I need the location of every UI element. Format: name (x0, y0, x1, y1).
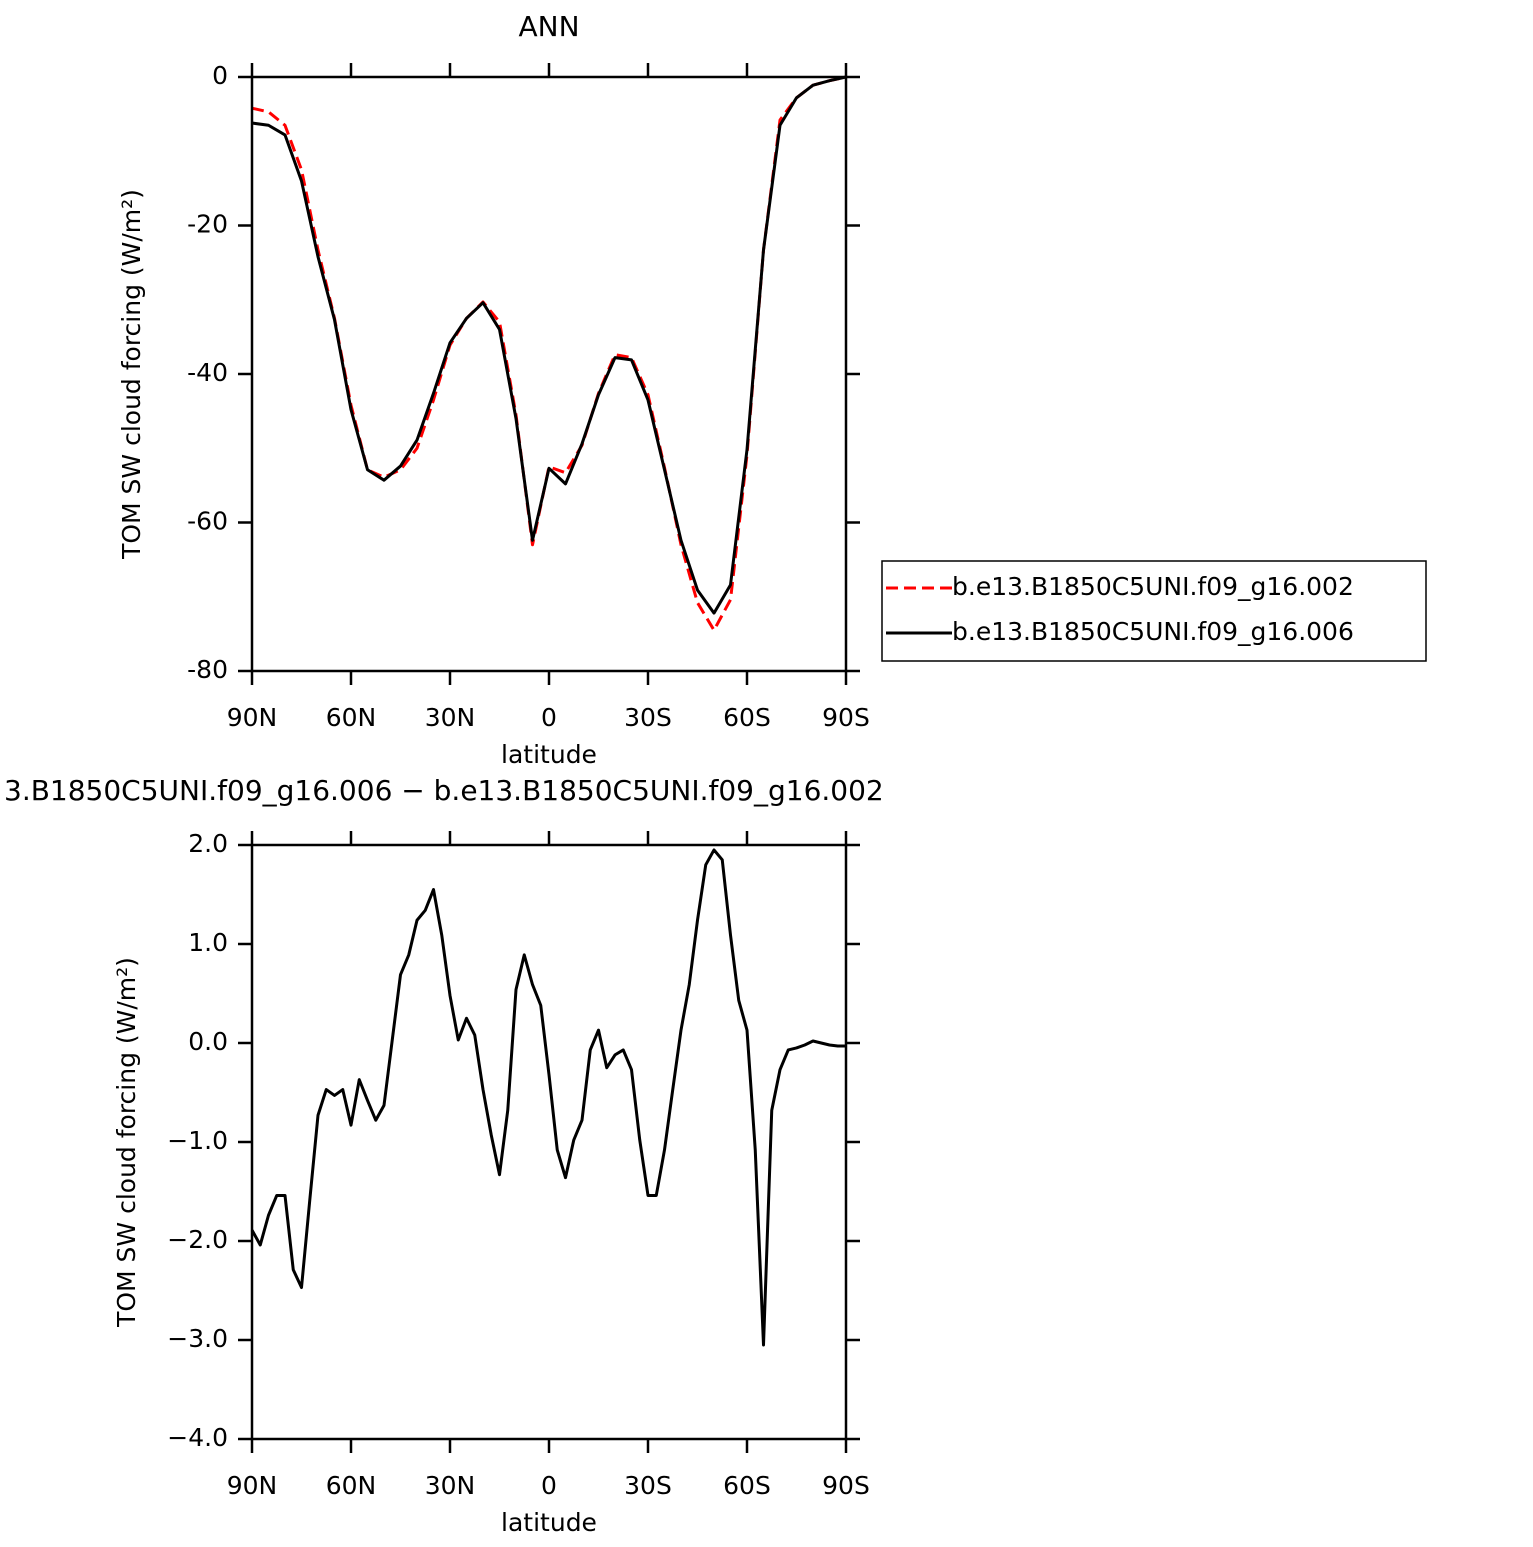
x-tick-label: 90N (227, 1471, 278, 1500)
y-tick-label: 0.0 (188, 1027, 228, 1056)
plot-frame (250, 843, 848, 1441)
x-axis-label: latitude (501, 740, 597, 769)
y-tick-label: -20 (187, 210, 228, 239)
y-tick-label: 2.0 (188, 829, 228, 858)
x-tick-label: 90S (822, 703, 870, 732)
y-tick-label: 1.0 (188, 928, 228, 957)
x-tick-label: 30N (425, 1471, 476, 1500)
y-tick-label: −4.0 (167, 1423, 228, 1452)
chart-title: ANN (518, 10, 579, 43)
y-tick-label: −3.0 (167, 1324, 228, 1353)
chart-title: 3.B1850C5UNI.f09_g16.006 − b.e13.B1850C5… (4, 774, 884, 807)
x-tick-label: 90S (822, 1471, 870, 1500)
series-line (250, 848, 846, 1347)
x-tick-label: 60S (723, 1471, 771, 1500)
plot-frame (250, 75, 848, 673)
series-line (251, 75, 847, 615)
legend-box (881, 560, 1427, 662)
x-tick-label: 30S (624, 1471, 672, 1500)
y-tick-label: -60 (187, 507, 228, 536)
x-tick-label: 60N (326, 1471, 377, 1500)
x-tick-label: 30S (624, 703, 672, 732)
legend-label: b.e13.B1850C5UNI.f09_g16.006 (952, 617, 1354, 646)
y-tick-label: −2.0 (167, 1225, 228, 1254)
y-tick-label: 0 (212, 61, 228, 90)
y-axis-label: TOM SW cloud forcing (W/m²) (112, 957, 141, 1328)
legend-label: b.e13.B1850C5UNI.f09_g16.002 (952, 572, 1354, 601)
y-axis-label: TOM SW cloud forcing (W/m²) (117, 189, 146, 560)
x-tick-label: 0 (541, 703, 557, 732)
x-axis-label: latitude (501, 1508, 597, 1537)
x-tick-label: 60S (723, 703, 771, 732)
x-tick-label: 30N (425, 703, 476, 732)
x-tick-label: 90N (227, 703, 278, 732)
x-tick-label: 0 (541, 1471, 557, 1500)
y-tick-label: -40 (187, 358, 228, 387)
y-tick-label: −1.0 (167, 1126, 228, 1155)
y-tick-label: -80 (187, 655, 228, 684)
x-tick-label: 60N (326, 703, 377, 732)
